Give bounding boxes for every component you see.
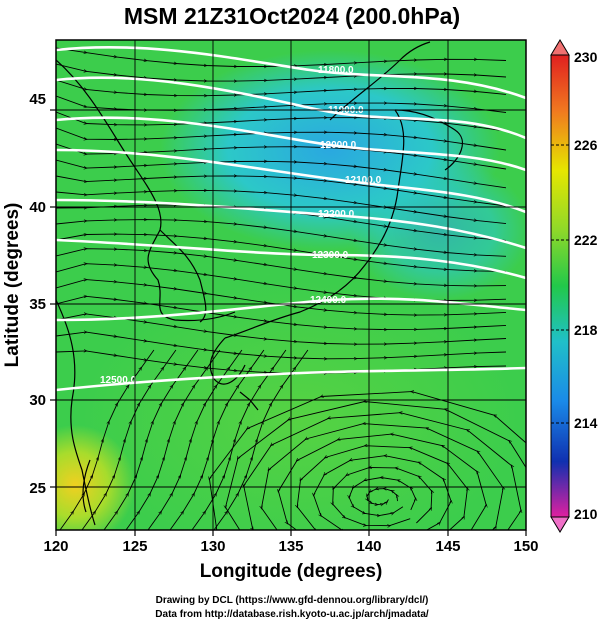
colorbar: 230 226 222 218 214 210 bbox=[550, 39, 598, 533]
credit-data: Data from http://database.rish.kyoto-u.a… bbox=[155, 609, 429, 620]
coastline-hokkaido bbox=[394, 109, 463, 171]
colorbar-tick-label: 222 bbox=[574, 232, 598, 248]
contour-label-12000: 12000.0 bbox=[320, 140, 357, 151]
y-tick-label: 30 bbox=[29, 392, 46, 409]
x-axis-label: Longitude (degrees) bbox=[200, 561, 383, 582]
colorbar-tick-label: 210 bbox=[574, 506, 598, 522]
streamline bbox=[213, 349, 309, 530]
streamline bbox=[56, 111, 507, 132]
credit-drawing: Drawing by DCL (https://www.gfd-dennou.o… bbox=[156, 595, 429, 606]
x-tick-label: 120 bbox=[43, 538, 68, 555]
contour-label-11900: 11900.0 bbox=[328, 105, 364, 116]
contour-label-12200: 12200.0 bbox=[318, 209, 355, 220]
colorbar-tick-label: 230 bbox=[574, 49, 598, 65]
plot-area: 11800.0 11900.0 12000.0 12100.0 12200.0 … bbox=[56, 40, 526, 530]
colorbar-top-triangle bbox=[550, 39, 570, 56]
colorbar-tick-label: 226 bbox=[574, 137, 598, 153]
contour-label-12100: 12100.0 bbox=[345, 175, 382, 186]
contour-label-11800: 11800.0 bbox=[318, 65, 354, 76]
y-tick-label: 45 bbox=[29, 91, 46, 108]
coastline-china-south bbox=[56, 299, 96, 526]
grid-lines bbox=[56, 40, 526, 530]
colorbar-gradient bbox=[550, 54, 570, 518]
y-tick-label: 35 bbox=[29, 296, 46, 313]
x-axis: 120 125 130 135 140 145 150 Longitude (d… bbox=[43, 530, 539, 582]
y-tick-label: 25 bbox=[29, 480, 46, 497]
contour-12500 bbox=[56, 366, 526, 392]
x-tick-label: 145 bbox=[435, 538, 460, 555]
coastline-honshu bbox=[224, 109, 405, 339]
y-axis-label: Latitude (degrees) bbox=[2, 203, 23, 368]
coastline-korea-china bbox=[56, 59, 236, 322]
contour-label-12300: 12300.0 bbox=[312, 250, 349, 261]
y-axis: 25 30 35 40 45 Latitude (degrees) bbox=[2, 91, 56, 497]
map-title: MSM 21Z31Oct2024 (200.0hPa) bbox=[124, 3, 460, 29]
contour-12200 bbox=[56, 198, 526, 250]
contour-label-12400: 12400.0 bbox=[310, 295, 347, 306]
contour-12000 bbox=[56, 116, 526, 172]
coastline-taiwan bbox=[82, 459, 91, 513]
colorbar-bottom-triangle bbox=[550, 516, 570, 533]
contour-12100 bbox=[56, 148, 526, 214]
x-tick-label: 140 bbox=[356, 538, 381, 555]
contour-labels: 11800.0 11900.0 12000.0 12100.0 12200.0 … bbox=[100, 65, 382, 386]
y-tick-label: 40 bbox=[29, 199, 46, 216]
coastline-hokkaido-north bbox=[329, 41, 431, 121]
contour-12300 bbox=[56, 238, 526, 280]
colorbar-tick-label: 218 bbox=[574, 322, 598, 338]
colorbar-tick-label: 214 bbox=[574, 415, 598, 431]
x-tick-label: 125 bbox=[122, 538, 147, 555]
x-tick-label: 150 bbox=[513, 538, 538, 555]
x-tick-label: 130 bbox=[200, 538, 225, 555]
contour-11800 bbox=[56, 45, 526, 100]
streamline bbox=[56, 63, 507, 81]
contour-label-12500: 12500.0 bbox=[100, 375, 137, 386]
streamline bbox=[56, 79, 507, 96]
x-tick-label: 135 bbox=[278, 538, 303, 555]
streamline bbox=[56, 127, 507, 151]
